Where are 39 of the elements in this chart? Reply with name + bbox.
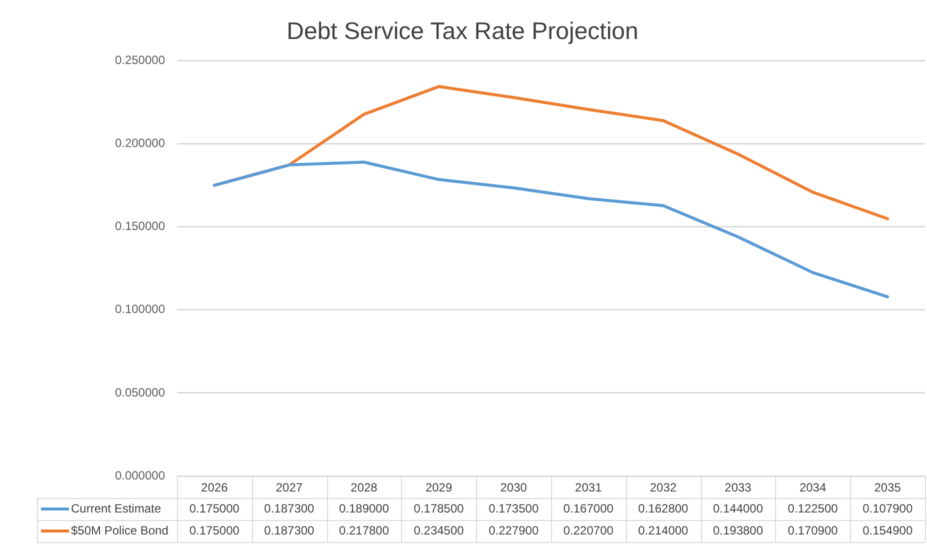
data-label: 0.227900 xyxy=(488,523,539,538)
y-tick-label: 0.250000 xyxy=(114,53,166,68)
data-label: 0.234500 xyxy=(414,523,464,538)
data-label: 0.144000 xyxy=(712,501,764,516)
x-tick-label: 2029 xyxy=(425,480,452,495)
y-tick-label: 0.000000 xyxy=(114,468,166,482)
data-label: 0.220700 xyxy=(563,523,614,538)
data-label: 0.193800 xyxy=(712,523,764,538)
data-label: 0.107900 xyxy=(862,501,913,516)
data-label: 0.122500 xyxy=(788,501,838,516)
data-label: 0.173500 xyxy=(488,501,539,516)
y-tick-label: 0.200000 xyxy=(114,136,166,150)
data-label: 0.170900 xyxy=(788,523,838,538)
x-tick-label: 2031 xyxy=(575,480,602,495)
data-label: 0.189000 xyxy=(338,501,390,516)
chart-title: Debt Service Tax Rate Projection xyxy=(286,18,638,46)
data-label: 0.214000 xyxy=(638,523,689,538)
legend-label: Current Estimate xyxy=(71,501,162,516)
data-label: 0.178500 xyxy=(414,501,464,516)
x-tick-label: 2033 xyxy=(724,480,752,495)
x-tick-label: 2035 xyxy=(874,480,902,495)
x-tick-label: 2032 xyxy=(650,480,677,495)
data-label: 0.187300 xyxy=(264,523,315,538)
x-tick-label: 2028 xyxy=(350,480,378,495)
data-label: 0.162800 xyxy=(638,501,689,516)
data-label: 0.187300 xyxy=(264,501,315,516)
data-label: 0.217800 xyxy=(338,523,390,538)
data-label: 0.167000 xyxy=(563,501,614,516)
data-label: 0.175000 xyxy=(189,523,240,538)
x-tick-label: 2030 xyxy=(500,480,528,495)
data-label: 0.154900 xyxy=(862,523,913,538)
y-tick-label: 0.100000 xyxy=(114,302,166,316)
legend-label: $50M Police Bond xyxy=(71,523,168,538)
x-tick-label: 2034 xyxy=(799,480,826,495)
data-label: 0.175000 xyxy=(189,501,240,516)
y-tick-label: 0.150000 xyxy=(114,219,166,234)
x-tick-label: 2027 xyxy=(276,480,303,495)
x-tick-label: 2026 xyxy=(201,480,228,495)
y-tick-label: 0.050000 xyxy=(114,385,166,400)
